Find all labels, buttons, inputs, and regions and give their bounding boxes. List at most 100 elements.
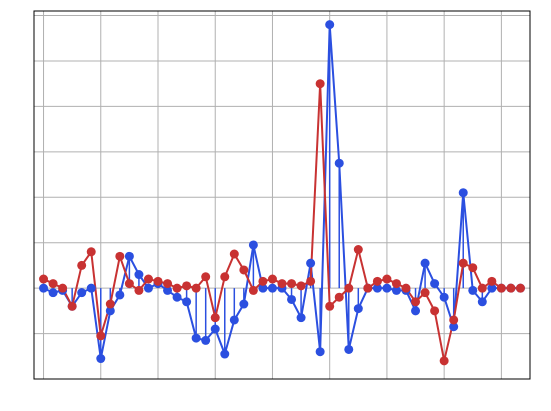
data-point-series-1 <box>449 322 459 332</box>
data-point-series-1 <box>191 333 201 343</box>
data-point-series-2 <box>458 258 468 268</box>
data-point-series-1 <box>353 304 363 314</box>
data-point-series-1 <box>306 258 316 268</box>
data-point-series-2 <box>411 297 421 307</box>
data-point-series-2 <box>153 276 163 286</box>
data-point-series-1 <box>115 290 125 300</box>
data-point-series-2 <box>134 285 144 295</box>
data-point-series-1 <box>477 297 487 307</box>
data-point-series-2 <box>325 301 335 311</box>
data-point-series-2 <box>67 301 77 311</box>
data-point-series-2 <box>439 356 449 366</box>
data-point-series-2 <box>315 79 325 89</box>
data-point-series-2 <box>248 285 258 295</box>
data-point-series-1 <box>134 270 144 280</box>
data-point-series-1 <box>296 313 306 323</box>
data-point-series-1 <box>182 297 192 307</box>
data-point-series-1 <box>39 283 49 293</box>
data-point-series-2 <box>287 279 297 289</box>
data-point-series-2 <box>477 283 487 293</box>
data-point-series-2 <box>515 283 525 293</box>
data-point-series-1 <box>391 285 401 295</box>
data-point-series-1 <box>143 283 153 293</box>
data-point-series-2 <box>468 263 478 273</box>
data-point-series-1 <box>239 299 249 309</box>
data-point-series-1 <box>48 288 58 298</box>
data-point-series-2 <box>191 283 201 293</box>
series-line-1 <box>43 23 521 360</box>
data-points <box>39 20 525 366</box>
data-point-series-2 <box>506 283 516 293</box>
data-point-series-1 <box>458 188 468 198</box>
series-line-2 <box>43 82 521 362</box>
data-point-series-1 <box>372 283 382 293</box>
data-point-series-1 <box>105 306 115 316</box>
data-point-series-1 <box>248 240 258 250</box>
data-point-series-2 <box>201 272 211 282</box>
data-point-series-2 <box>296 281 306 291</box>
data-point-series-1 <box>163 285 173 295</box>
data-point-series-2 <box>487 276 497 286</box>
data-point-series-1 <box>439 292 449 302</box>
data-point-series-1 <box>77 288 87 298</box>
data-point-series-1 <box>96 354 106 364</box>
data-point-series-1 <box>229 315 239 325</box>
data-point-series-1 <box>258 283 268 293</box>
data-point-series-1 <box>411 306 421 316</box>
stem-lines <box>52 24 484 359</box>
series-lines <box>43 23 521 362</box>
data-point-series-1 <box>210 324 220 334</box>
data-point-series-2 <box>344 283 354 293</box>
data-point-series-1 <box>86 283 96 293</box>
data-point-series-1 <box>124 251 134 261</box>
data-point-series-2 <box>267 274 277 284</box>
data-point-series-2 <box>372 276 382 286</box>
data-point-series-2 <box>306 276 316 286</box>
data-point-series-1 <box>430 279 440 289</box>
data-point-series-2 <box>239 265 249 275</box>
data-point-series-1 <box>172 292 182 302</box>
data-point-series-2 <box>430 306 440 316</box>
data-point-series-2 <box>48 279 58 289</box>
data-point-series-1 <box>487 283 497 293</box>
data-point-series-1 <box>420 258 430 268</box>
data-point-series-2 <box>105 299 115 309</box>
data-point-series-2 <box>163 279 173 289</box>
data-point-series-2 <box>382 274 392 284</box>
data-point-series-2 <box>277 279 287 289</box>
data-point-series-2 <box>86 247 96 257</box>
data-point-series-2 <box>124 279 134 289</box>
data-point-series-2 <box>449 315 459 325</box>
data-point-series-2 <box>353 245 363 255</box>
data-point-series-1 <box>287 294 297 304</box>
data-point-series-2 <box>258 276 268 286</box>
data-point-series-2 <box>143 274 153 284</box>
data-point-series-1 <box>325 20 335 30</box>
data-point-series-2 <box>401 283 411 293</box>
data-point-series-1 <box>344 344 354 354</box>
data-point-series-2 <box>182 281 192 291</box>
data-point-series-1 <box>468 285 478 295</box>
data-point-series-2 <box>58 283 68 293</box>
data-point-series-2 <box>496 283 506 293</box>
data-point-series-2 <box>220 272 230 282</box>
plot-frame <box>33 10 531 380</box>
data-point-series-2 <box>420 288 430 298</box>
data-point-series-1 <box>334 158 344 168</box>
data-point-series-1 <box>315 347 325 357</box>
data-point-series-2 <box>210 313 220 323</box>
data-point-series-2 <box>172 283 182 293</box>
data-point-series-2 <box>334 292 344 302</box>
data-point-series-2 <box>39 274 49 284</box>
data-point-series-1 <box>220 349 230 359</box>
data-point-series-2 <box>77 260 87 270</box>
data-point-series-2 <box>391 279 401 289</box>
data-point-series-2 <box>363 283 373 293</box>
data-point-series-2 <box>229 249 239 259</box>
data-point-series-2 <box>96 331 106 341</box>
data-point-series-2 <box>115 251 125 261</box>
data-point-series-1 <box>382 283 392 293</box>
data-point-series-1 <box>267 283 277 293</box>
data-point-series-1 <box>201 335 211 345</box>
